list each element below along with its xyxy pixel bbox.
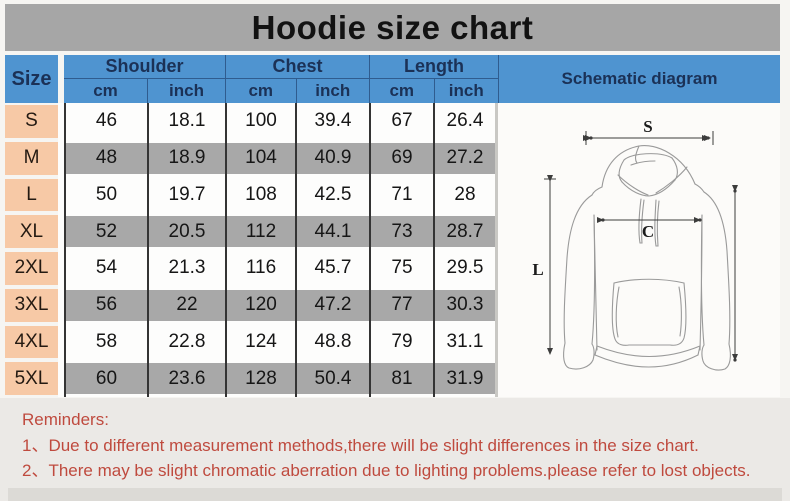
cell-length-inch: 30.3 [433,286,498,324]
cell-chest-cm: 128 [225,360,295,397]
cell-chest-cm: 116 [225,250,295,287]
cell-shoulder-cm: 50 [64,176,147,214]
cell-length-cm: 67 [369,103,433,140]
reminders-note: Reminders: 1、Due to different measuremen… [22,407,751,484]
cell-chest-cm: 108 [225,176,295,214]
group-label: Chest [226,55,369,79]
size-label: XL [5,215,58,248]
size-table-body: S 46 18.1 100 39.4 67 26.4 M 48 18.9 104… [5,103,498,397]
cell-shoulder-inch: 22 [147,286,225,324]
unit-header-cm: cm [370,79,434,103]
cell-shoulder-cm: 60 [64,360,147,397]
cell-shoulder-cm: 46 [64,103,147,140]
table-header: Shoulder cm inch Chest cm inch Length cm… [64,55,498,103]
table-row: 2XL 54 21.3 116 45.7 75 29.5 [5,250,498,287]
cell-shoulder-inch: 20.5 [147,213,225,250]
size-label: S [5,105,58,138]
column-group-length: Length cm inch [369,55,498,103]
table-row: 4XL 58 22.8 124 48.8 79 31.1 [5,323,498,361]
cell-length-cm: 73 [369,213,433,250]
cell-shoulder-cm: 58 [64,323,147,361]
size-label: 4XL [5,325,58,359]
cell-length-inch: 29.5 [433,250,498,287]
cell-chest-inch: 48.8 [295,323,369,361]
size-label: 3XL [5,288,58,322]
size-label: 5XL [5,362,58,395]
cell-length-inch: 28.7 [433,213,498,250]
table-row: 5XL 60 23.6 128 50.4 81 31.9 [5,360,498,397]
cell-shoulder-inch: 21.3 [147,250,225,287]
cell-length-inch: 26.4 [433,103,498,140]
cell-length-inch: 31.1 [433,323,498,361]
cell-chest-inch: 50.4 [295,360,369,397]
table-row: 3XL 56 22 120 47.2 77 30.3 [5,286,498,324]
cell-chest-cm: 100 [225,103,295,140]
unit-header-cm: cm [226,79,296,103]
reminder-line-2: 2、There may be slight chromatic aberrati… [22,461,751,480]
table-row: XL 52 20.5 112 44.1 73 28.7 [5,213,498,250]
cell-shoulder-inch: 22.8 [147,323,225,361]
size-label: L [5,178,58,212]
column-group-shoulder: Shoulder cm inch [64,55,225,103]
shoulder-dimension-label: S [643,117,652,136]
cell-chest-inch: 45.7 [295,250,369,287]
unit-header-cm: cm [64,79,147,103]
table-row: L 50 19.7 108 42.5 71 28 [5,176,498,214]
table-row: S 46 18.1 100 39.4 67 26.4 [5,103,498,140]
cell-chest-cm: 104 [225,139,295,177]
cell-shoulder-cm: 48 [64,139,147,177]
page-title: Hoodie size chart [5,4,780,51]
column-header-size: Size [5,55,58,103]
chest-dimension-label: C [642,222,654,241]
cell-chest-inch: 47.2 [295,286,369,324]
cell-length-inch: 31.9 [433,360,498,397]
cell-length-cm: 81 [369,360,433,397]
cell-chest-cm: 112 [225,213,295,250]
cell-shoulder-cm: 56 [64,286,147,324]
hoodie-schematic-diagram: S C L [498,103,780,397]
cell-chest-inch: 44.1 [295,213,369,250]
group-label: Length [370,55,498,79]
reminders-heading: Reminders: [22,410,109,429]
cell-shoulder-inch: 18.9 [147,139,225,177]
cell-length-cm: 69 [369,139,433,177]
unit-header-inch: inch [433,79,498,103]
column-header-schematic: Schematic diagram [498,55,780,103]
hoodie-line-drawing: S C L [532,117,738,371]
cell-shoulder-cm: 54 [64,250,147,287]
cell-chest-inch: 39.4 [295,103,369,140]
bottom-shadow-strip [8,488,782,501]
unit-header-inch: inch [295,79,369,103]
cell-length-inch: 28 [433,176,498,214]
length-dimension-label: L [532,260,543,279]
cell-chest-inch: 42.5 [295,176,369,214]
group-label: Shoulder [64,55,225,79]
cell-shoulder-inch: 19.7 [147,176,225,214]
size-label: M [5,141,58,175]
cell-chest-cm: 124 [225,323,295,361]
cell-chest-cm: 120 [225,286,295,324]
column-group-chest: Chest cm inch [225,55,369,103]
cell-length-inch: 27.2 [433,139,498,177]
cell-length-cm: 71 [369,176,433,214]
cell-shoulder-inch: 23.6 [147,360,225,397]
unit-header-inch: inch [147,79,225,103]
cell-shoulder-cm: 52 [64,213,147,250]
cell-shoulder-inch: 18.1 [147,103,225,140]
table-row: M 48 18.9 104 40.9 69 27.2 [5,139,498,177]
cell-length-cm: 75 [369,250,433,287]
reminder-line-1: 1、Due to different measurement methods,t… [22,435,699,455]
cell-length-cm: 77 [369,286,433,324]
cell-length-cm: 79 [369,323,433,361]
cell-chest-inch: 40.9 [295,139,369,177]
size-label: 2XL [5,252,58,285]
